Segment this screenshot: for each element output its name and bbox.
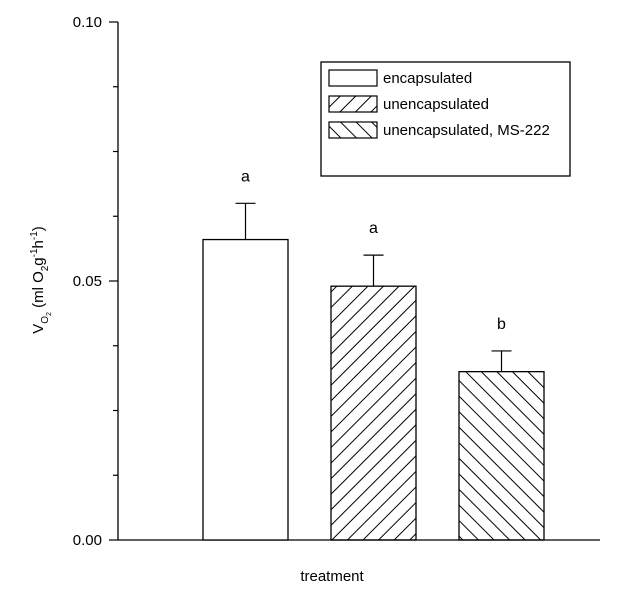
y-tick-label: 0.10 xyxy=(73,14,102,31)
legend-label-1: encapsulated xyxy=(383,70,472,87)
y-tick-label: 0.00 xyxy=(73,532,102,549)
significance-letter-3: b xyxy=(497,316,506,333)
significance-letter-2: a xyxy=(369,220,378,237)
legend-label-2: unencapsulated xyxy=(383,96,489,113)
legend-swatch-2 xyxy=(328,95,378,113)
significance-letter-1: a xyxy=(241,168,250,185)
x-axis-label: treatment xyxy=(300,568,364,585)
legend-label-3: unencapsulated, MS-222 xyxy=(383,122,550,139)
bar-1 xyxy=(202,238,289,541)
y-tick-label: 0.05 xyxy=(73,273,102,290)
y-axis-label: VO2 (ml O2g-1h-1) xyxy=(29,226,53,334)
legend-swatch-3 xyxy=(328,121,378,139)
legend-swatch-1 xyxy=(328,69,378,87)
bar-2 xyxy=(330,285,417,541)
bar-3 xyxy=(458,370,545,541)
